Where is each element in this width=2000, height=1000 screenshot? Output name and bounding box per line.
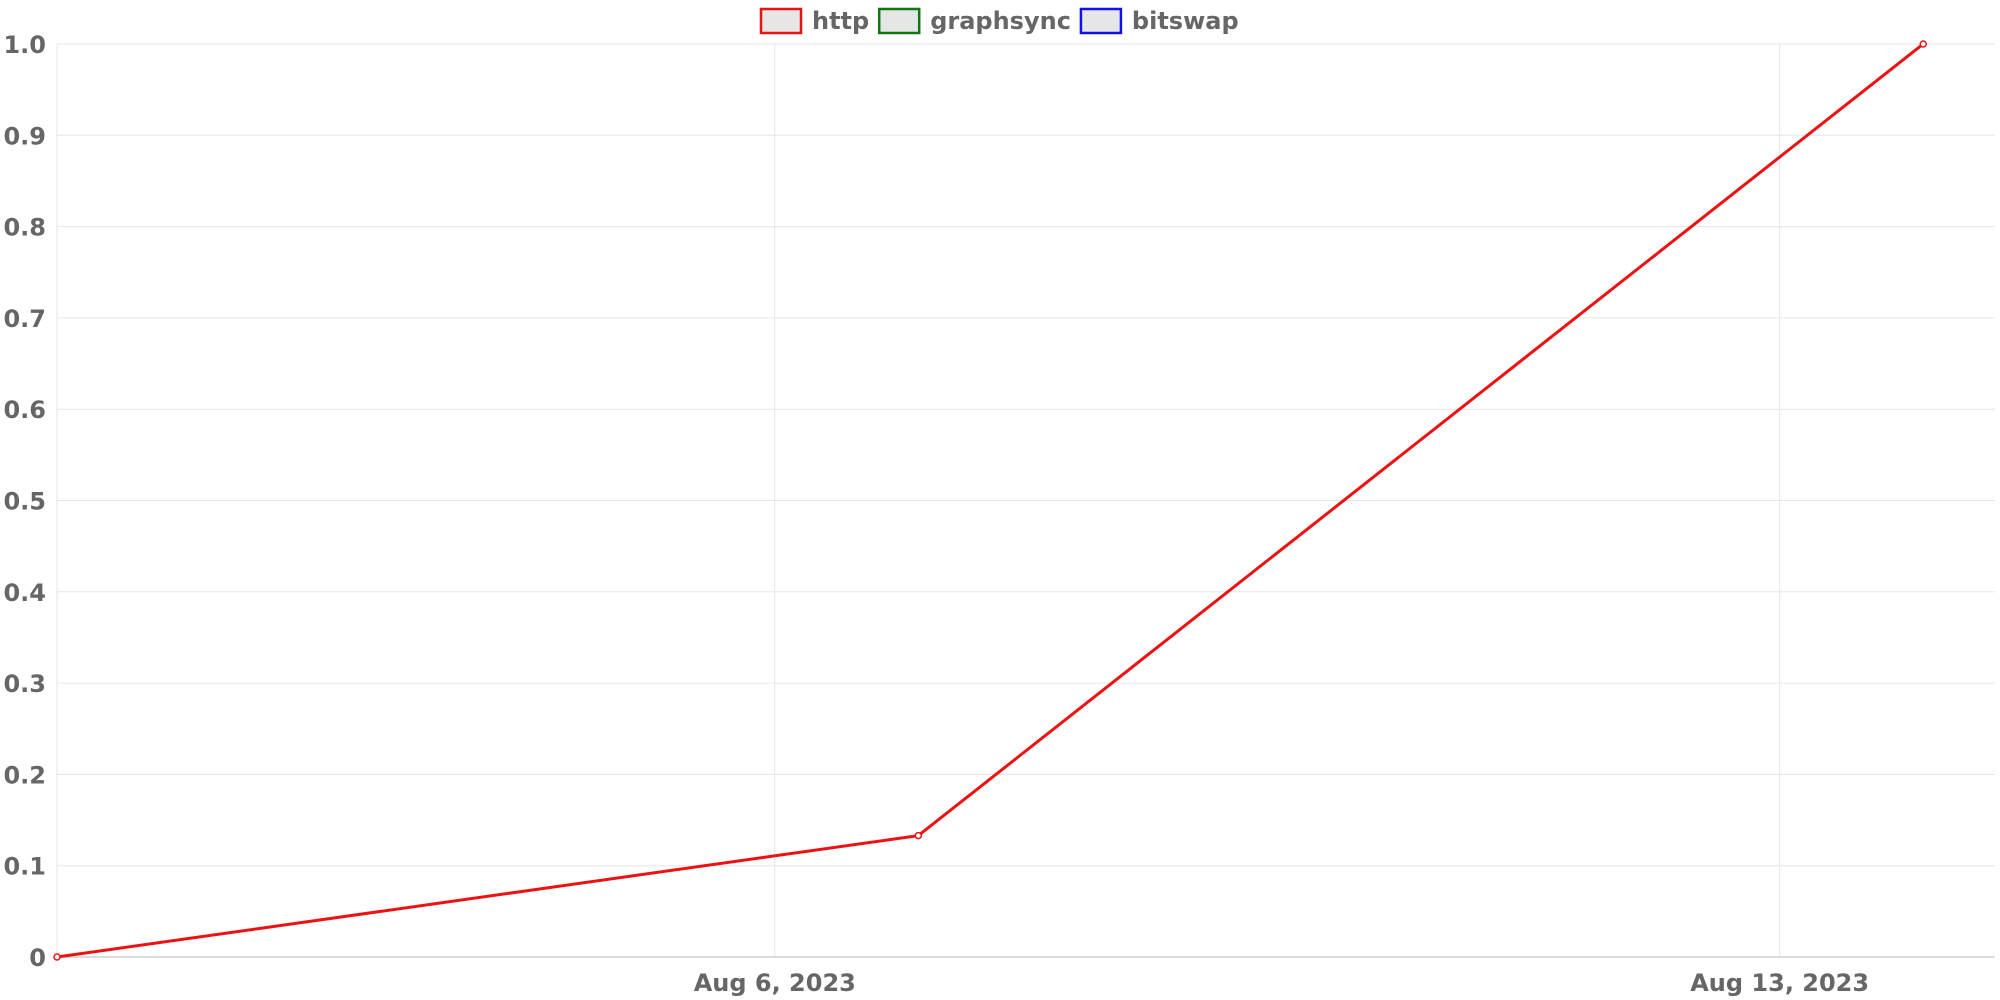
grid — [56, 43, 1995, 958]
y-tick-label: 0 — [29, 944, 46, 972]
y-tick-label: 0.2 — [3, 761, 46, 789]
x-tick-label: Aug 13, 2023 — [1690, 969, 1869, 997]
legend-label-http: http — [812, 7, 869, 35]
series — [53, 40, 1927, 961]
x-tick-label: Aug 6, 2023 — [694, 969, 856, 997]
y-tick-label: 0.1 — [3, 853, 46, 881]
data-point-http[interactable] — [914, 831, 923, 840]
y-tick-label: 0.6 — [3, 396, 46, 424]
data-point-http[interactable] — [1919, 40, 1927, 48]
y-tick-label: 0.9 — [3, 122, 46, 150]
legend-label-graphsync: graphsync — [930, 7, 1071, 35]
legend-label-bitswap: bitswap — [1132, 7, 1239, 35]
legend-swatch-http — [759, 7, 803, 35]
y-tick-label: 0.8 — [3, 214, 46, 242]
axes: 0 0.1 0.2 0.3 0.4 0.5 0.6 0.7 0.8 0.9 1.0 Aug 6, 20… — [3, 31, 1995, 997]
legend-swatch-graphsync — [877, 7, 921, 35]
legend-swatch-bitswap — [1079, 7, 1123, 35]
y-tick-label: 0.3 — [3, 670, 46, 698]
y-tick-label: 0.4 — [3, 579, 46, 607]
legend-item-graphsync[interactable]: graphsync — [877, 7, 1071, 35]
y-tick-label: 0.5 — [3, 488, 46, 516]
legend-item-bitswap[interactable]: bitswap — [1079, 7, 1239, 35]
data-point-http[interactable] — [53, 953, 61, 961]
y-tick-label: 0.7 — [3, 305, 46, 333]
legend-item-http[interactable]: http — [759, 7, 869, 35]
legend[interactable]: http graphsync bitswap — [759, 7, 1239, 35]
y-tick-label: 1.0 — [3, 31, 46, 59]
